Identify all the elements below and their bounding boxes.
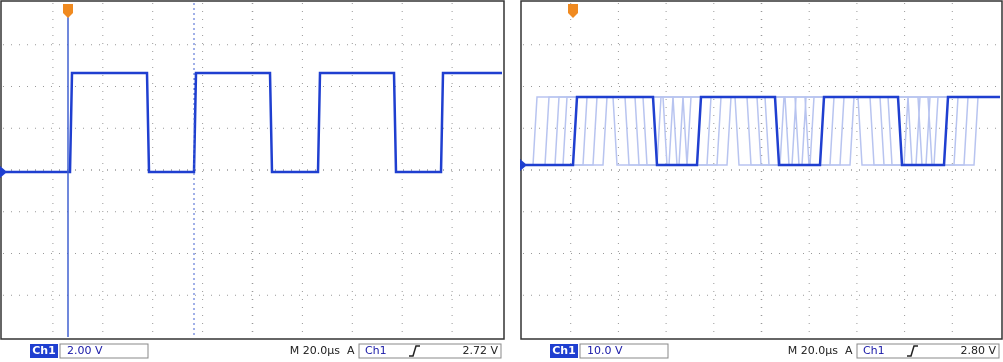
trigger-channel: Ch1 (365, 344, 387, 357)
trigger-mode: A (845, 344, 853, 357)
trigger-mode: A (347, 344, 355, 357)
timebase: M 20.0µs (290, 344, 340, 357)
channel-badge-text: Ch1 (32, 344, 56, 357)
scale: 2.00 V (67, 344, 103, 357)
scope-panel: Ch1 2.00 V M 20.0µs A Ch1 2.72 V (0, 1, 504, 358)
scale: 10.0 V (587, 344, 623, 357)
trigger-level: 2.80 V (960, 344, 996, 357)
scope-screenshots: Ch1 2.00 V M 20.0µs A Ch1 2.72 V Ch1 10.0 V M 20… (0, 0, 1003, 362)
screens: Ch1 2.00 V M 20.0µs A Ch1 2.72 V Ch1 10.0 V M 20… (0, 0, 1003, 362)
slope-icon (907, 346, 918, 356)
channel-badge-text: Ch1 (552, 344, 576, 357)
trigger-channel: Ch1 (863, 344, 885, 357)
trigger-level: 2.72 V (462, 344, 498, 357)
scope-panel: Ch1 10.0 V M 20.0µs A Ch1 2.80 V (520, 1, 1002, 358)
slope-icon (409, 346, 420, 356)
timebase: M 20.0µs (788, 344, 838, 357)
